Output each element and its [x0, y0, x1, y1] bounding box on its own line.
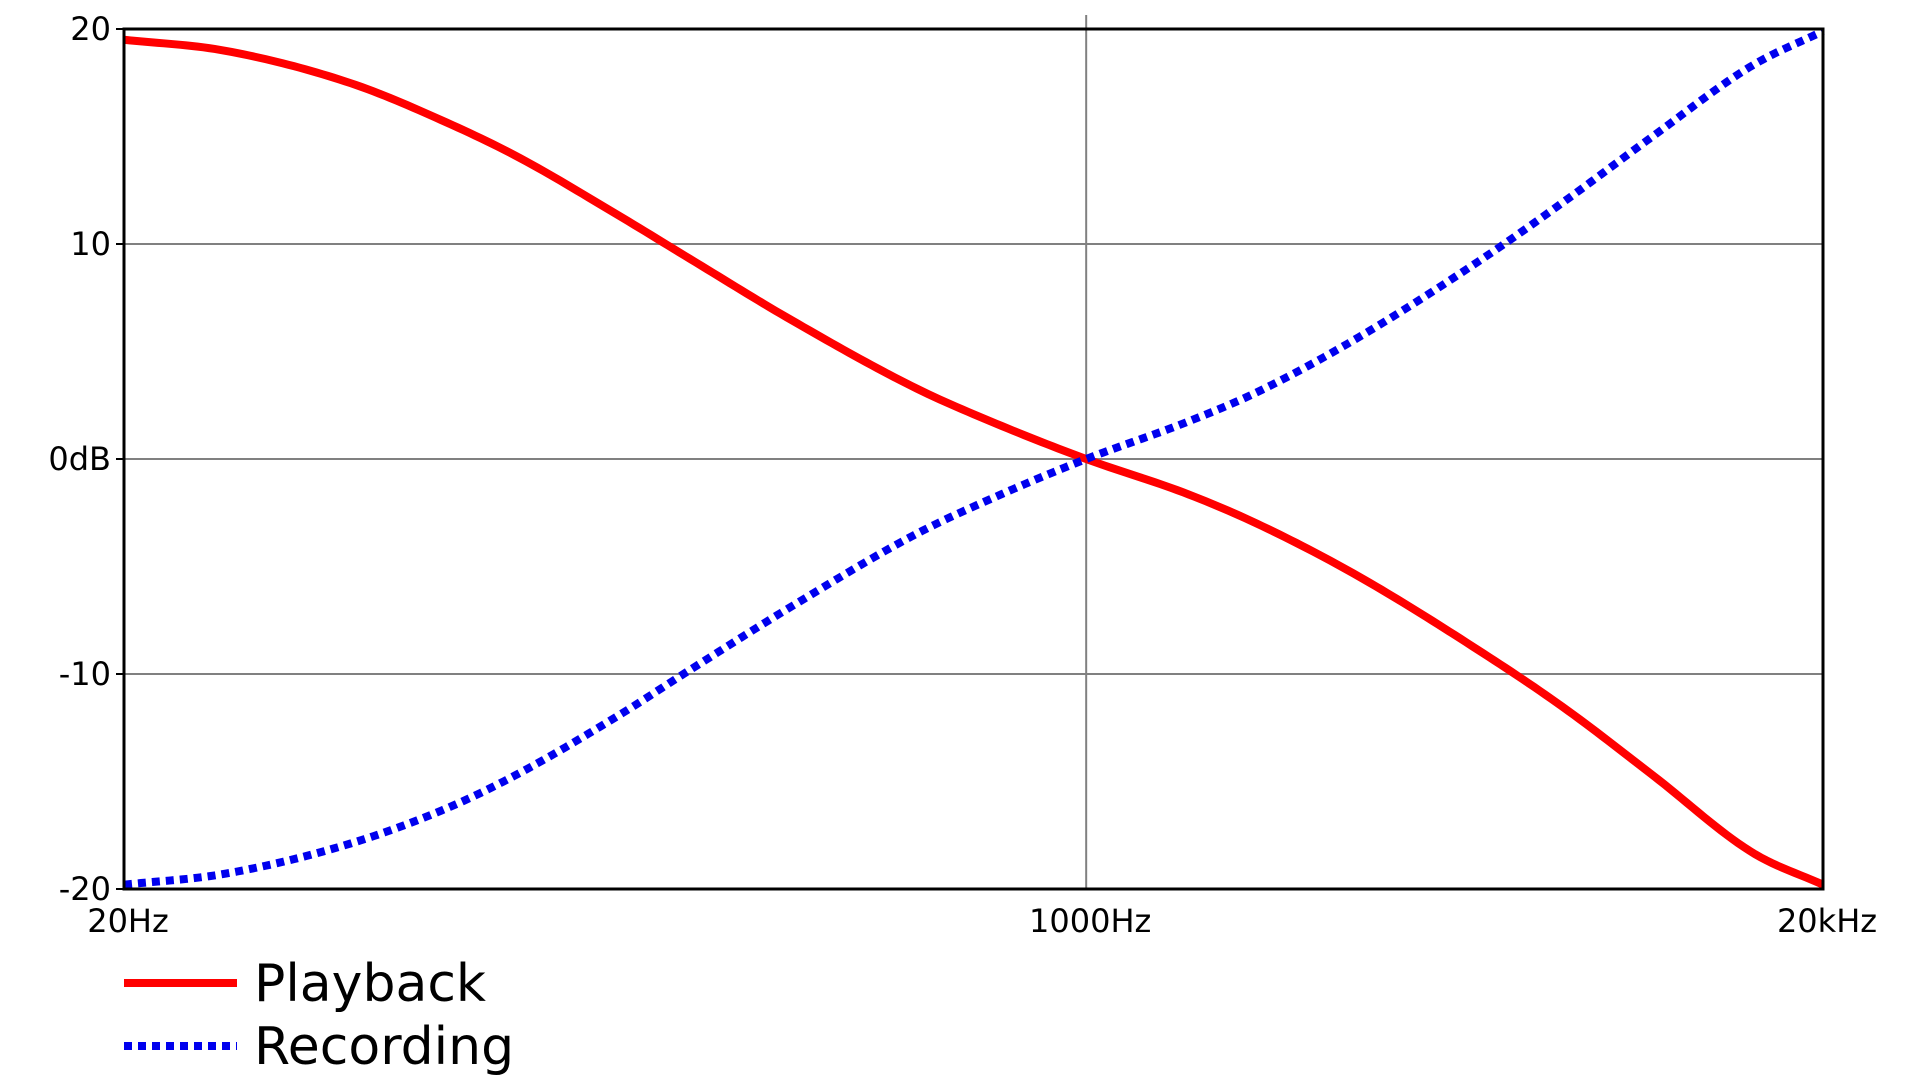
legend-label: Recording	[254, 1017, 514, 1077]
y-tick-label: 0dB	[48, 440, 111, 478]
x-tick-label: 1000Hz	[1029, 902, 1151, 940]
plot-series	[123, 27, 1825, 889]
x-tick-label: 20Hz	[87, 902, 169, 940]
y-tick-label: -20	[59, 870, 111, 908]
y-tick-label: 10	[70, 225, 111, 263]
y-tick-label: -10	[59, 655, 111, 693]
y-tick-label: 20	[70, 10, 111, 48]
legend-label: Playback	[254, 954, 486, 1014]
series-line-playback	[123, 35, 1825, 889]
legend-item-recording: Recording	[124, 1017, 514, 1077]
grid	[124, 15, 1823, 889]
x-tick-label: 20kHz	[1777, 902, 1877, 940]
legend-item-playback: Playback	[124, 954, 486, 1014]
series-line-recording	[123, 27, 1825, 889]
